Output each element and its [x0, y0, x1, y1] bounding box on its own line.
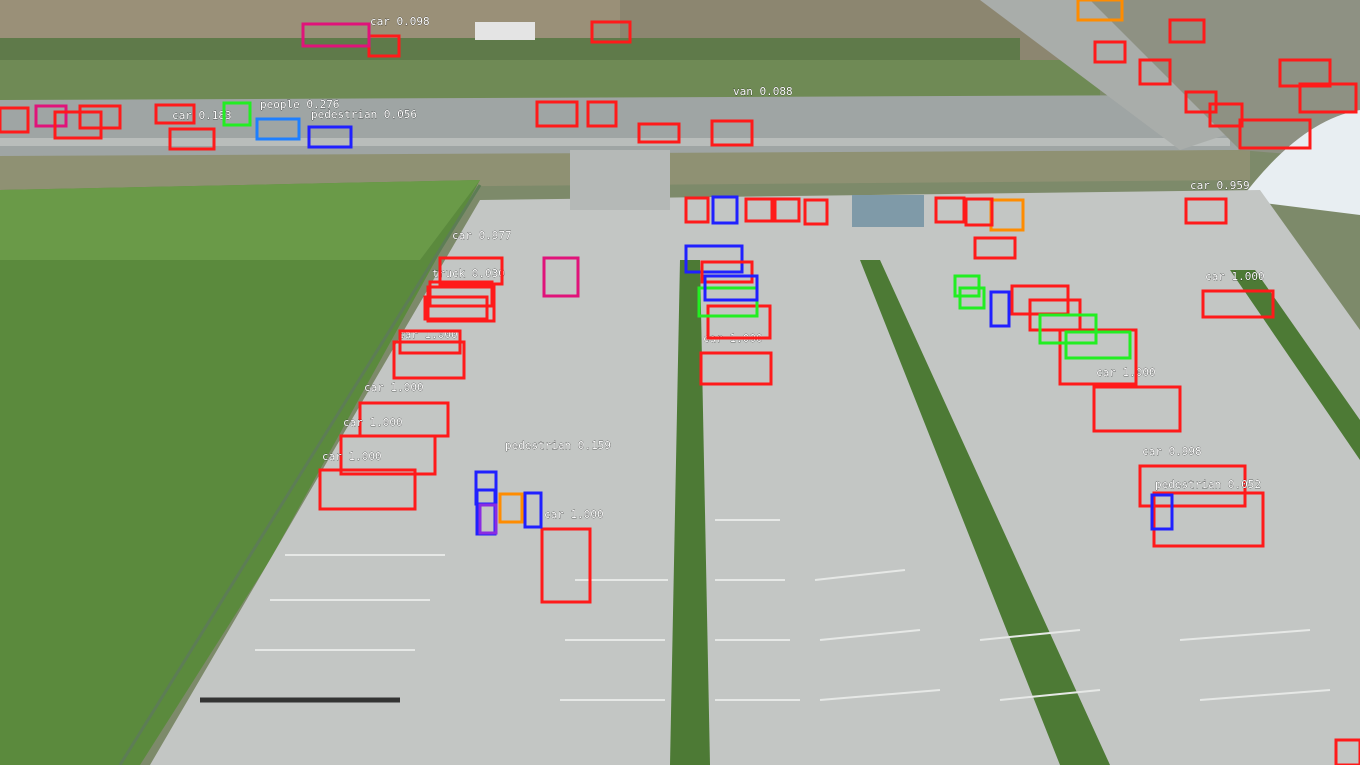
- detection-box: car 1.000: [318, 450, 417, 511]
- hedge-middle: [860, 260, 1110, 765]
- detection-label: van 0.088: [733, 85, 793, 98]
- detection-box: car 1.000: [699, 332, 773, 386]
- arch-structure: [1240, 110, 1360, 215]
- access-road: [980, 0, 1240, 150]
- detection-box: [989, 198, 1025, 232]
- detection-label: car 1.000: [322, 450, 382, 463]
- detection-label: car 1.000: [1096, 366, 1156, 379]
- detection-label: car 0.183: [172, 109, 232, 122]
- detection-label: car 0.959: [1190, 179, 1250, 192]
- detection-label: car 1.000: [364, 381, 424, 394]
- detection-label: pedestrian 0.052: [1155, 478, 1261, 491]
- grass-strip-mid: [0, 60, 1100, 100]
- detection-box: people 0.276: [255, 98, 340, 141]
- detection-label: car 0.998: [1142, 445, 1202, 458]
- building: [475, 22, 535, 40]
- detection-label: car 1.000: [343, 416, 403, 429]
- detection-label: pedestrian 0.056: [311, 108, 417, 121]
- hedge-left: [670, 260, 710, 765]
- detection-box: pedestrian 0.159: [505, 439, 611, 529]
- detection-box: [637, 122, 681, 144]
- detection-box: car 0.998: [1138, 445, 1247, 508]
- detection-label: people 0.276: [260, 98, 339, 111]
- detection-box: car 1.000: [1201, 270, 1275, 319]
- fence: [118, 184, 482, 765]
- detection-box: car 0.098: [367, 15, 430, 58]
- detection-box: car 1.000: [1092, 366, 1182, 433]
- detection-label: car 1.000: [1205, 270, 1265, 283]
- detection-label: pedestrian 0.159: [505, 439, 611, 452]
- detection-box: car 1.000: [339, 416, 437, 476]
- grass-field-light: [0, 180, 480, 260]
- detection-box: truck 0.030: [428, 267, 505, 308]
- detection-box: car 1.000: [540, 508, 604, 604]
- detection-box: pedestrian 0.056: [307, 108, 417, 149]
- detection-box: [1152, 491, 1265, 548]
- detection-box: [697, 286, 759, 318]
- detection-box: [706, 304, 772, 340]
- detection-box: [1058, 328, 1138, 386]
- grass-strip-top: [0, 38, 1020, 60]
- grass-field: [0, 180, 480, 765]
- detection-label: car 1.000: [544, 508, 604, 521]
- detection-box: [222, 101, 252, 127]
- parking-lot: [150, 190, 1360, 765]
- detection-label: car 0.977: [452, 229, 512, 242]
- detection-box: car 0.183: [168, 109, 232, 151]
- detection-box: car 0.959: [1184, 179, 1250, 225]
- detection-box: car 0.977: [426, 229, 512, 323]
- detection-label: truck 0.030: [432, 267, 505, 280]
- detection-box: pedestrian 0.052: [1150, 478, 1261, 531]
- detection-box: [535, 100, 579, 128]
- detection-box: van 0.088: [710, 85, 793, 147]
- shed: [852, 195, 924, 227]
- road-lane: [0, 138, 1230, 146]
- detection-label: car 0.098: [370, 15, 430, 28]
- entrance: [570, 150, 670, 210]
